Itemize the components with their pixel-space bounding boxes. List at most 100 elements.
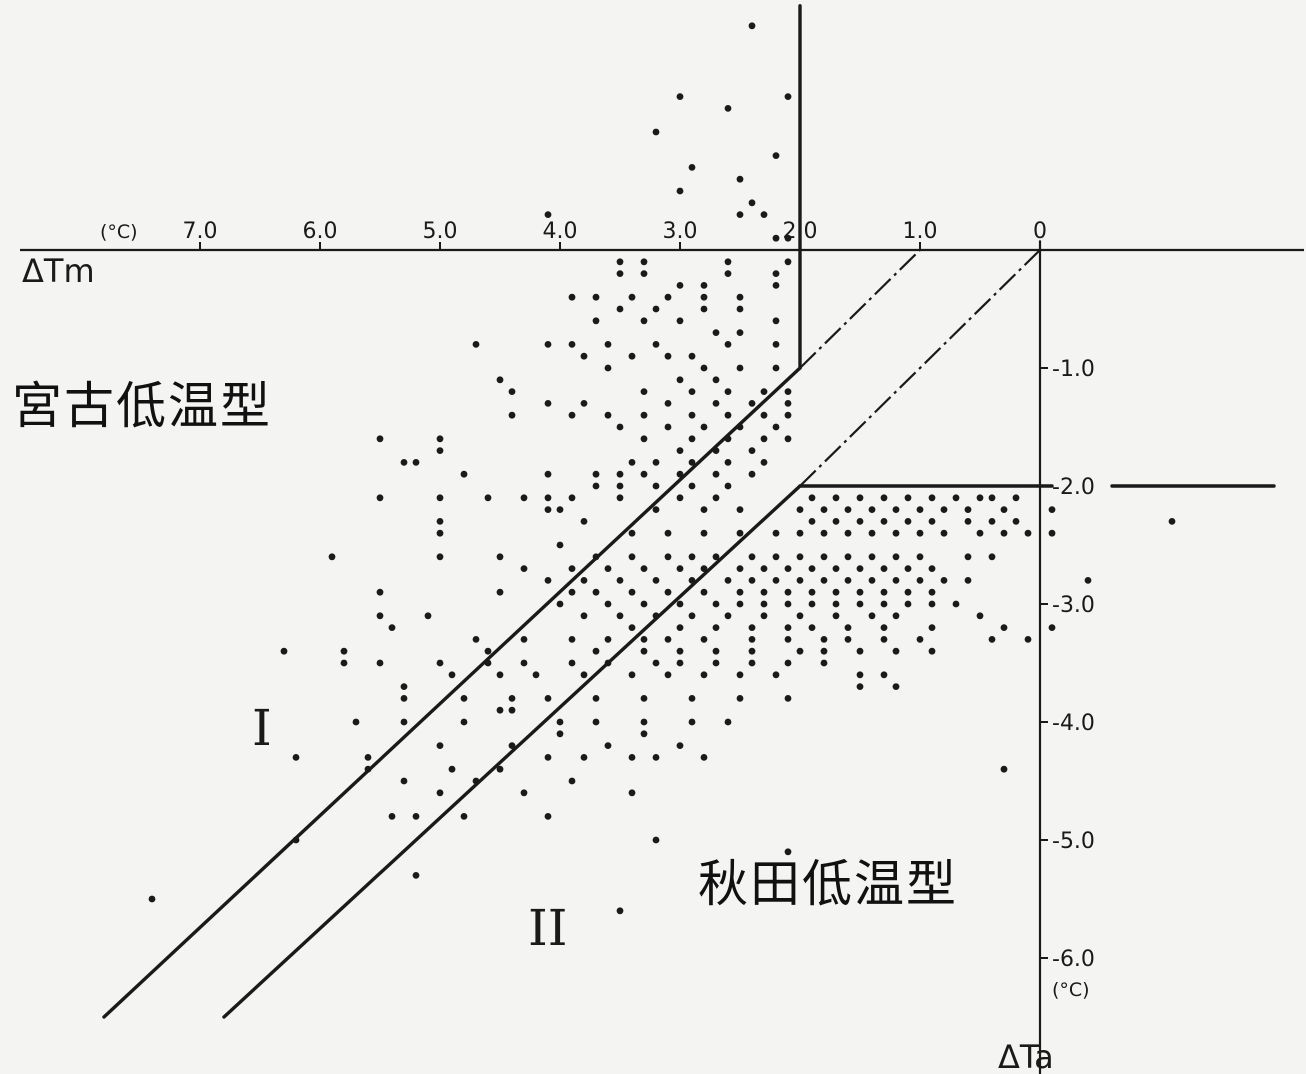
data-point — [628, 789, 636, 797]
data-point — [844, 577, 852, 584]
data-point — [412, 459, 420, 466]
data-point — [628, 553, 636, 561]
data-point — [736, 293, 744, 301]
data-point — [736, 506, 744, 513]
data-point — [736, 423, 744, 431]
data-point — [784, 400, 792, 407]
y-axis-title: ΔTa — [998, 1038, 1054, 1074]
data-point — [1048, 529, 1056, 537]
data-point — [484, 647, 492, 655]
data-point — [772, 282, 780, 289]
data-point — [520, 789, 528, 797]
data-point — [784, 565, 792, 572]
data-point — [784, 659, 792, 667]
data-point — [700, 282, 708, 289]
data-point — [1048, 506, 1056, 513]
data-point — [1000, 624, 1008, 631]
data-point — [880, 494, 888, 502]
data-point — [832, 600, 840, 608]
data-point — [364, 765, 372, 773]
data-point — [544, 754, 552, 761]
data-point — [616, 482, 624, 490]
data-point — [568, 588, 576, 596]
data-point — [664, 293, 672, 301]
data-point — [532, 671, 540, 679]
data-point — [520, 636, 528, 643]
data-point — [580, 671, 588, 679]
data-point — [868, 506, 876, 513]
data-point — [676, 624, 684, 631]
data-point — [688, 553, 696, 561]
data-point — [880, 636, 888, 643]
data-point — [496, 588, 504, 596]
data-point — [604, 600, 612, 608]
x-tick-label: 5.0 — [423, 219, 458, 244]
data-point — [592, 695, 600, 702]
data-point — [652, 128, 660, 136]
data-point — [688, 352, 696, 360]
data-point — [736, 565, 744, 572]
data-point — [880, 588, 888, 596]
data-point — [856, 647, 864, 655]
data-point — [640, 470, 648, 478]
data-point — [376, 435, 384, 443]
data-point — [640, 565, 648, 572]
data-point — [448, 671, 456, 679]
data-point — [616, 423, 624, 431]
data-point — [628, 754, 636, 761]
data-point — [808, 518, 816, 525]
data-point — [484, 494, 492, 502]
data-point — [676, 647, 684, 655]
data-point — [664, 671, 672, 679]
data-point — [508, 706, 516, 714]
data-point — [748, 577, 756, 584]
data-point — [784, 624, 792, 631]
data-point — [748, 636, 756, 643]
data-point — [880, 518, 888, 525]
data-point — [556, 541, 564, 549]
data-point — [784, 93, 792, 100]
data-point — [544, 506, 552, 513]
data-point — [652, 482, 660, 490]
data-point — [508, 742, 516, 749]
data-point — [676, 565, 684, 572]
data-point — [496, 671, 504, 679]
data-point — [964, 553, 972, 561]
data-point — [772, 152, 780, 160]
data-point — [736, 305, 744, 313]
data-point — [796, 529, 804, 537]
data-point — [964, 577, 972, 584]
data-point — [940, 577, 948, 584]
data-point — [748, 199, 756, 207]
data-point — [868, 577, 876, 584]
data-point — [616, 612, 624, 620]
data-point — [760, 388, 768, 395]
data-point — [412, 872, 420, 879]
data-point — [616, 907, 624, 915]
data-point — [604, 659, 612, 667]
data-point — [700, 364, 708, 372]
data-point — [892, 647, 900, 655]
data-point — [388, 624, 396, 631]
y-tick-label: -3.0 — [1052, 593, 1095, 618]
data-point — [640, 317, 648, 325]
data-point — [772, 341, 780, 348]
data-point — [916, 553, 924, 561]
data-point — [916, 529, 924, 537]
data-point — [568, 293, 576, 301]
data-point — [544, 400, 552, 407]
data-point — [904, 565, 912, 572]
data-point — [916, 577, 924, 584]
data-point — [640, 636, 648, 643]
data-point — [892, 506, 900, 513]
data-point — [664, 529, 672, 537]
data-point — [568, 659, 576, 667]
data-point — [604, 565, 612, 572]
data-point — [640, 600, 648, 608]
data-point — [856, 683, 864, 690]
data-point — [736, 695, 744, 702]
data-point — [412, 813, 420, 820]
data-point — [352, 718, 360, 726]
data-point — [796, 506, 804, 513]
data-point — [712, 624, 720, 631]
